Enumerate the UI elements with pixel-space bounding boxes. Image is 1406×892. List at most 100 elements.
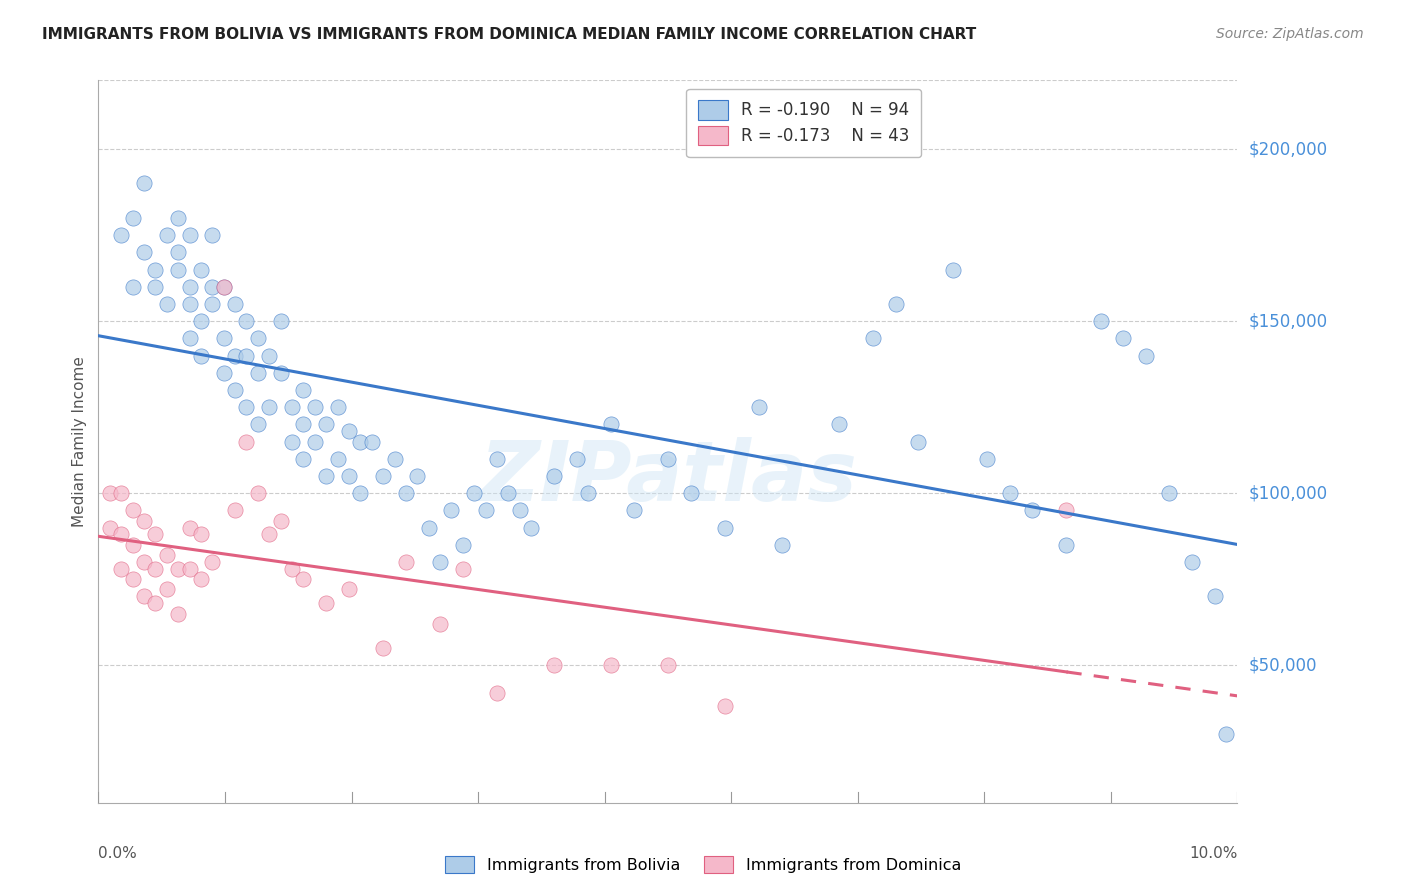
Point — [828, 417, 851, 432]
Point — [304, 400, 326, 414]
Point — [190, 572, 212, 586]
Point — [349, 486, 371, 500]
Point — [270, 514, 292, 528]
Point — [907, 434, 929, 449]
Point — [543, 469, 565, 483]
Point — [600, 417, 623, 432]
Point — [246, 331, 269, 345]
Point — [167, 607, 190, 621]
Point — [998, 486, 1021, 500]
Point — [224, 383, 246, 397]
Point — [315, 417, 337, 432]
Point — [292, 572, 315, 586]
Point — [976, 451, 998, 466]
Point — [520, 520, 543, 534]
Point — [862, 331, 884, 345]
Point — [145, 562, 167, 576]
Point — [121, 211, 143, 225]
Point — [337, 469, 360, 483]
Point — [498, 486, 520, 500]
Point — [657, 451, 679, 466]
Text: 10.0%: 10.0% — [1189, 847, 1237, 861]
Point — [145, 596, 167, 610]
Text: $100,000: $100,000 — [1249, 484, 1327, 502]
Point — [270, 366, 292, 380]
Point — [190, 527, 212, 541]
Point — [1157, 486, 1180, 500]
Point — [770, 538, 793, 552]
Point — [246, 417, 269, 432]
Point — [246, 486, 269, 500]
Point — [884, 297, 907, 311]
Point — [1090, 314, 1112, 328]
Point — [395, 555, 418, 569]
Point — [224, 503, 246, 517]
Point — [292, 383, 315, 397]
Point — [281, 400, 304, 414]
Point — [292, 451, 315, 466]
Point — [714, 520, 737, 534]
Point — [201, 297, 224, 311]
Point — [167, 245, 190, 260]
Point — [201, 279, 224, 293]
Point — [201, 555, 224, 569]
Text: $200,000: $200,000 — [1249, 140, 1327, 158]
Point — [121, 279, 143, 293]
Point — [121, 572, 143, 586]
Legend: Immigrants from Bolivia, Immigrants from Dominica: Immigrants from Bolivia, Immigrants from… — [439, 849, 967, 880]
Point — [156, 548, 179, 562]
Point — [110, 228, 132, 243]
Point — [1021, 503, 1043, 517]
Point — [600, 658, 623, 673]
Point — [714, 699, 737, 714]
Point — [429, 555, 451, 569]
Point — [98, 486, 121, 500]
Point — [509, 503, 531, 517]
Point — [463, 486, 485, 500]
Point — [406, 469, 429, 483]
Point — [121, 503, 143, 517]
Y-axis label: Median Family Income: Median Family Income — [72, 356, 87, 527]
Point — [212, 279, 235, 293]
Point — [576, 486, 599, 500]
Point — [235, 400, 257, 414]
Point — [657, 658, 679, 673]
Point — [167, 211, 190, 225]
Point — [451, 538, 474, 552]
Point — [212, 279, 235, 293]
Point — [373, 640, 395, 655]
Point — [259, 400, 281, 414]
Point — [474, 503, 496, 517]
Point — [270, 314, 292, 328]
Point — [235, 349, 257, 363]
Point — [179, 520, 201, 534]
Point — [167, 562, 190, 576]
Text: Source: ZipAtlas.com: Source: ZipAtlas.com — [1216, 27, 1364, 41]
Point — [1135, 349, 1157, 363]
Point — [235, 434, 257, 449]
Point — [156, 297, 179, 311]
Text: $50,000: $50,000 — [1249, 657, 1317, 674]
Point — [315, 469, 337, 483]
Point — [132, 514, 155, 528]
Point — [1181, 555, 1204, 569]
Point — [212, 331, 235, 345]
Point — [235, 314, 257, 328]
Point — [212, 366, 235, 380]
Text: ZIPatlas: ZIPatlas — [479, 437, 856, 518]
Point — [281, 562, 304, 576]
Point — [132, 245, 155, 260]
Point — [418, 520, 440, 534]
Point — [337, 582, 360, 597]
Point — [1112, 331, 1135, 345]
Point — [190, 262, 212, 277]
Point — [246, 366, 269, 380]
Point — [179, 228, 201, 243]
Point — [259, 527, 281, 541]
Point — [190, 314, 212, 328]
Point — [292, 417, 315, 432]
Point — [145, 262, 167, 277]
Point — [395, 486, 418, 500]
Text: 0.0%: 0.0% — [98, 847, 138, 861]
Point — [623, 503, 645, 517]
